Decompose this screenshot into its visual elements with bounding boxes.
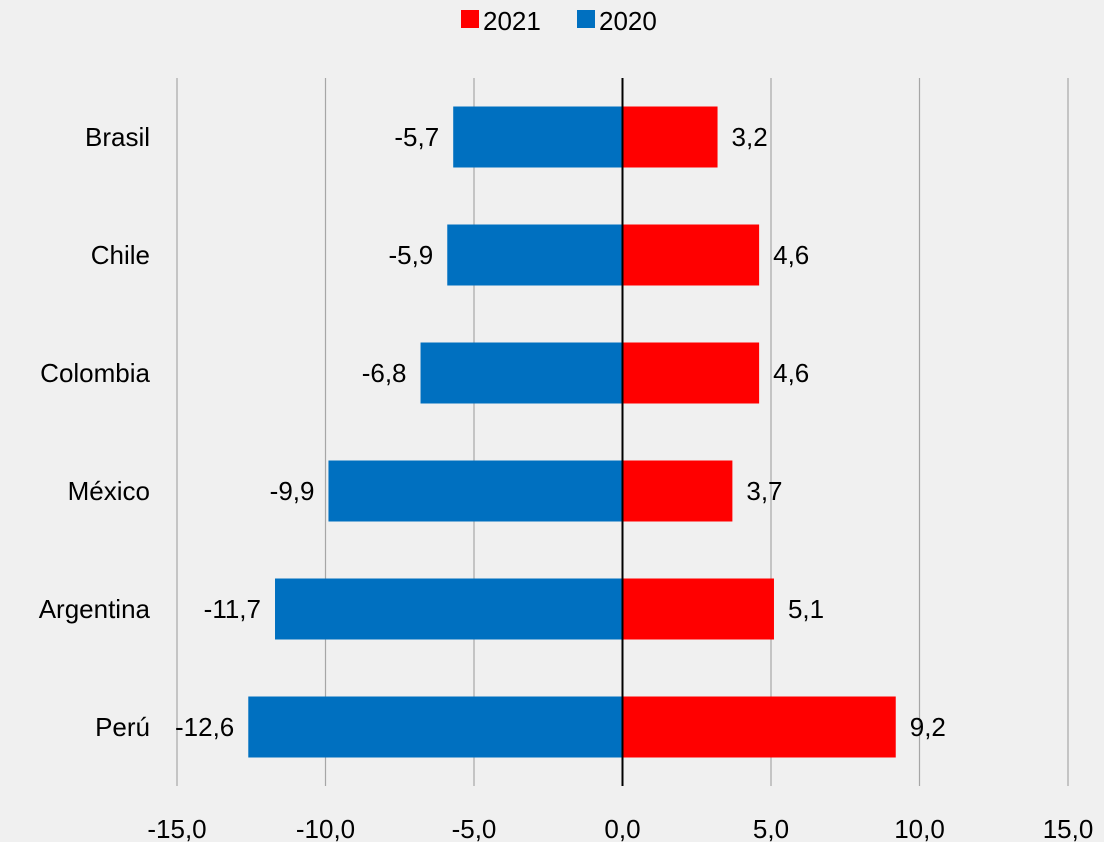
legend-label-2020: 2020 (599, 6, 657, 36)
data-label-2021: 4,6 (773, 358, 809, 388)
bar-2020-colombia (420, 342, 623, 404)
data-label-2021: 9,2 (910, 712, 946, 742)
category-label-argentina: Argentina (39, 594, 151, 624)
data-label-2021: 3,2 (732, 122, 768, 152)
bar-2020-mexico (328, 460, 623, 522)
legend-swatch-2020 (577, 10, 595, 28)
bar-2020-chile (447, 224, 623, 286)
data-label-2021: 5,1 (788, 594, 824, 624)
data-label-2020: -12,6 (175, 712, 234, 742)
labels: -15,0 -10,0 -5,0 0,0 5,0 10,0 15,0 -5,7 3,2 Brasi… (39, 122, 1094, 842)
bar-2020-brasil (453, 106, 623, 168)
category-label-peru: Perú (95, 712, 150, 742)
x-tick-label: 5,0 (753, 814, 789, 842)
gridlines (176, 78, 1069, 786)
bar-2021-peru (622, 696, 896, 758)
legend-label-2021: 2021 (483, 6, 541, 36)
x-tick-label: 15,0 (1043, 814, 1094, 842)
x-tick-label: -10,0 (296, 814, 355, 842)
x-tick-label: 0,0 (604, 814, 640, 842)
data-label-2020: -11,7 (204, 594, 261, 624)
bar-2021-chile (622, 224, 760, 286)
bar-2021-colombia (622, 342, 760, 404)
data-label-2021: 3,7 (746, 476, 782, 506)
bar-2020-peru (248, 696, 623, 758)
bar-2021-mexico (622, 460, 733, 522)
data-label-2020: -5,7 (394, 122, 439, 152)
data-label-2021: 4,6 (773, 240, 809, 270)
bar-2020-argentina (275, 578, 623, 640)
data-label-2020: -5,9 (388, 240, 433, 270)
bar-2021-brasil (622, 106, 718, 168)
bars (248, 106, 896, 758)
data-label-2020: -6,8 (362, 358, 407, 388)
legend-swatch-2021 (461, 10, 479, 28)
x-tick-label: -15,0 (147, 814, 206, 842)
x-tick-label: 10,0 (894, 814, 945, 842)
category-label-mexico: México (68, 476, 150, 506)
legend: 2021 2020 (461, 6, 657, 36)
category-label-brasil: Brasil (85, 122, 150, 152)
x-tick-label: -5,0 (452, 814, 497, 842)
bar-2021-argentina (622, 578, 774, 640)
category-label-colombia: Colombia (40, 358, 150, 388)
data-label-2020: -9,9 (270, 476, 315, 506)
category-label-chile: Chile (91, 240, 150, 270)
